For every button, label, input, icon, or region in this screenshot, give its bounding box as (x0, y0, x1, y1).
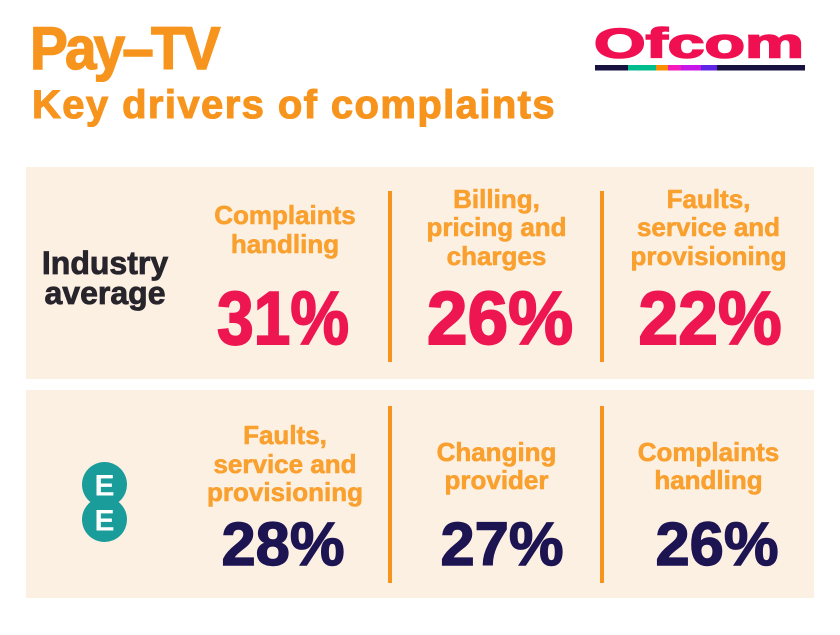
svg-text:E: E (94, 469, 114, 502)
svg-text:E: E (94, 504, 114, 537)
svg-text:Ofcom: Ofcom (594, 22, 804, 67)
